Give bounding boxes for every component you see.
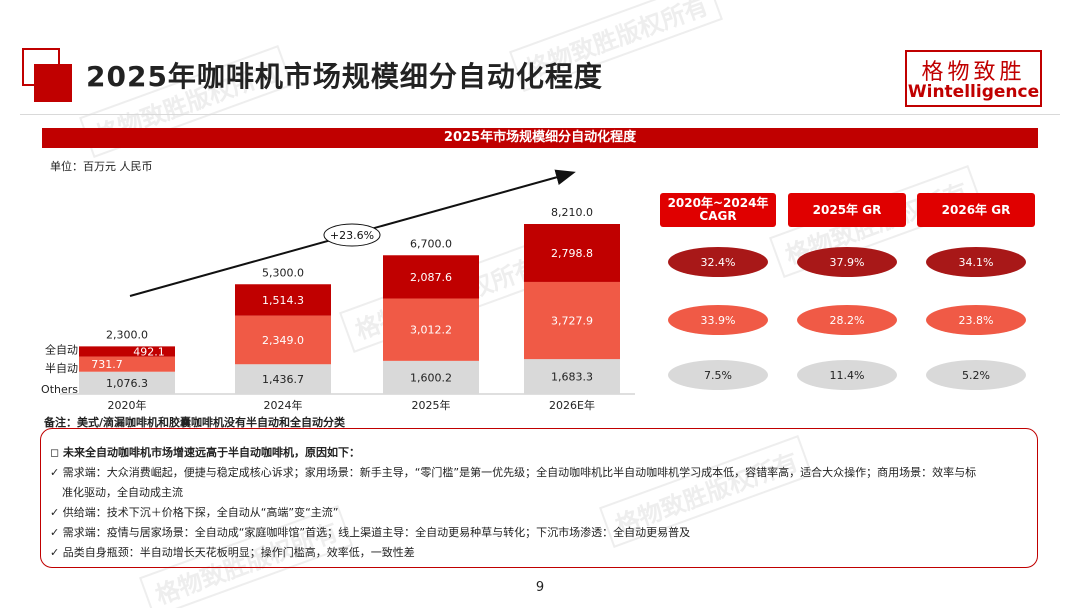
metric-header-2025-gr: 2025年 GR <box>788 193 906 227</box>
series-label: 全自动 <box>45 342 78 356</box>
category-label: 2026E年 <box>549 398 595 412</box>
page-number: 9 <box>535 580 545 595</box>
metric-full-auto-2025-gr: 37.9% <box>797 247 897 277</box>
bar-segment-semi-auto <box>524 281 620 360</box>
bar-segment-full-auto <box>524 224 620 282</box>
chart-banner: 2025年市场规模细分自动化程度 <box>42 128 1038 148</box>
chart-footnote: 备注：美式/滴漏咖啡机和胶囊咖啡机没有半自动和全自动分类 <box>44 416 346 429</box>
bar-segment-semi-auto <box>235 315 331 365</box>
bar-segment-others <box>524 359 620 394</box>
bar-total-label: 5,300.0 <box>262 266 304 279</box>
bar-segment-full-auto <box>383 255 479 299</box>
metric-semi-auto-cagr: 33.9% <box>668 305 768 335</box>
metric-others-cagr: 7.5% <box>668 360 768 390</box>
bar-value-label: 2,349.0 <box>262 334 304 347</box>
bar-value-label: 1,600.2 <box>410 371 452 384</box>
trend-label-bubble <box>323 223 381 247</box>
bar-total-label: 6,700.0 <box>410 237 452 250</box>
series-label: Others <box>41 383 78 396</box>
reason-item: ✓ 供给端：技术下沉＋价格下探，全自动从“高端”变“主流” <box>50 506 339 519</box>
bar-segment-full-auto <box>235 284 331 316</box>
bar-segment-semi-auto <box>383 298 479 361</box>
bar-value-label: 2,798.8 <box>551 247 593 260</box>
metric-header-cagr: 2020年~2024年 CAGR <box>660 193 776 227</box>
bar-value-label: 731.7 <box>91 358 123 371</box>
logo-en-text: Wintelligence <box>907 82 1040 102</box>
reason-item: ✓ 需求端：大众消费崛起，便捷与稳定成核心诉求；家用场景：新手主导，“零门槛”是… <box>50 466 977 479</box>
reasons-heading: ◻ 未来全自动咖啡机市场增速远高于半自动咖啡机，原因如下： <box>50 446 360 459</box>
bar-segment-full-auto <box>79 346 175 357</box>
trend-label: +23.6% <box>330 229 374 242</box>
unit-label: 单位：百万元 人民币 <box>50 160 153 173</box>
metric-others-2025-gr: 11.4% <box>797 360 897 390</box>
bar-segment-others <box>79 371 175 394</box>
metric-full-auto-2026-gr: 34.1% <box>926 247 1026 277</box>
metric-semi-auto-2025-gr: 28.2% <box>797 305 897 335</box>
bar-value-label: 1,683.3 <box>551 371 593 384</box>
reason-item: ✓ 需求端：疫情与居家场景：全自动成“家庭咖啡馆”首选；线上渠道主导：全自动更易… <box>50 526 691 539</box>
category-label: 2024年 <box>264 398 303 412</box>
page-title: 2025年咖啡机市场规模细分自动化程度 <box>86 60 603 93</box>
bar-value-label: 3,727.9 <box>551 315 593 328</box>
metric-full-auto-cagr: 32.4% <box>668 247 768 277</box>
title-decoration <box>34 64 72 102</box>
metric-others-2026-gr: 5.2% <box>926 360 1026 390</box>
bar-value-label: 1,076.3 <box>106 377 148 390</box>
brand-logo: 格物致胜 Wintelligence <box>905 50 1042 107</box>
logo-cn-text: 格物致胜 <box>921 60 1026 85</box>
bar-value-label: 1,514.3 <box>262 294 304 307</box>
bar-segment-others <box>383 360 479 394</box>
bar-segment-others <box>235 364 331 394</box>
bar-value-label: 3,012.2 <box>410 324 452 337</box>
reasons-box <box>40 428 1038 568</box>
bar-total-label: 2,300.0 <box>106 328 148 341</box>
metric-header-2026-gr: 2026年 GR <box>917 193 1035 227</box>
stacked-bar-chart: +23.6% 2,300.0 2020年 1,436.7 2,349.0 1,514.3 5… <box>41 169 635 412</box>
bar-value-label: 2,087.6 <box>410 271 452 284</box>
category-label: 2025年 <box>412 398 451 412</box>
bar-value-label: 1,436.7 <box>262 373 304 386</box>
header-divider <box>20 114 1060 115</box>
reason-item: ✓ 品类自身瓶颈：半自动增长天花板明显；操作门槛高，效率低，一致性差 <box>50 546 415 559</box>
reason-item: 准化驱动，全自动成主流 <box>62 486 183 499</box>
bar-total-label: 8,210.0 <box>551 206 593 219</box>
bar-value-label: 492.1 <box>133 345 165 358</box>
metric-semi-auto-2026-gr: 23.8% <box>926 305 1026 335</box>
category-label: 2020年 <box>108 398 147 412</box>
bar-segment-semi-auto <box>79 356 175 372</box>
series-label: 半自动 <box>45 361 78 375</box>
